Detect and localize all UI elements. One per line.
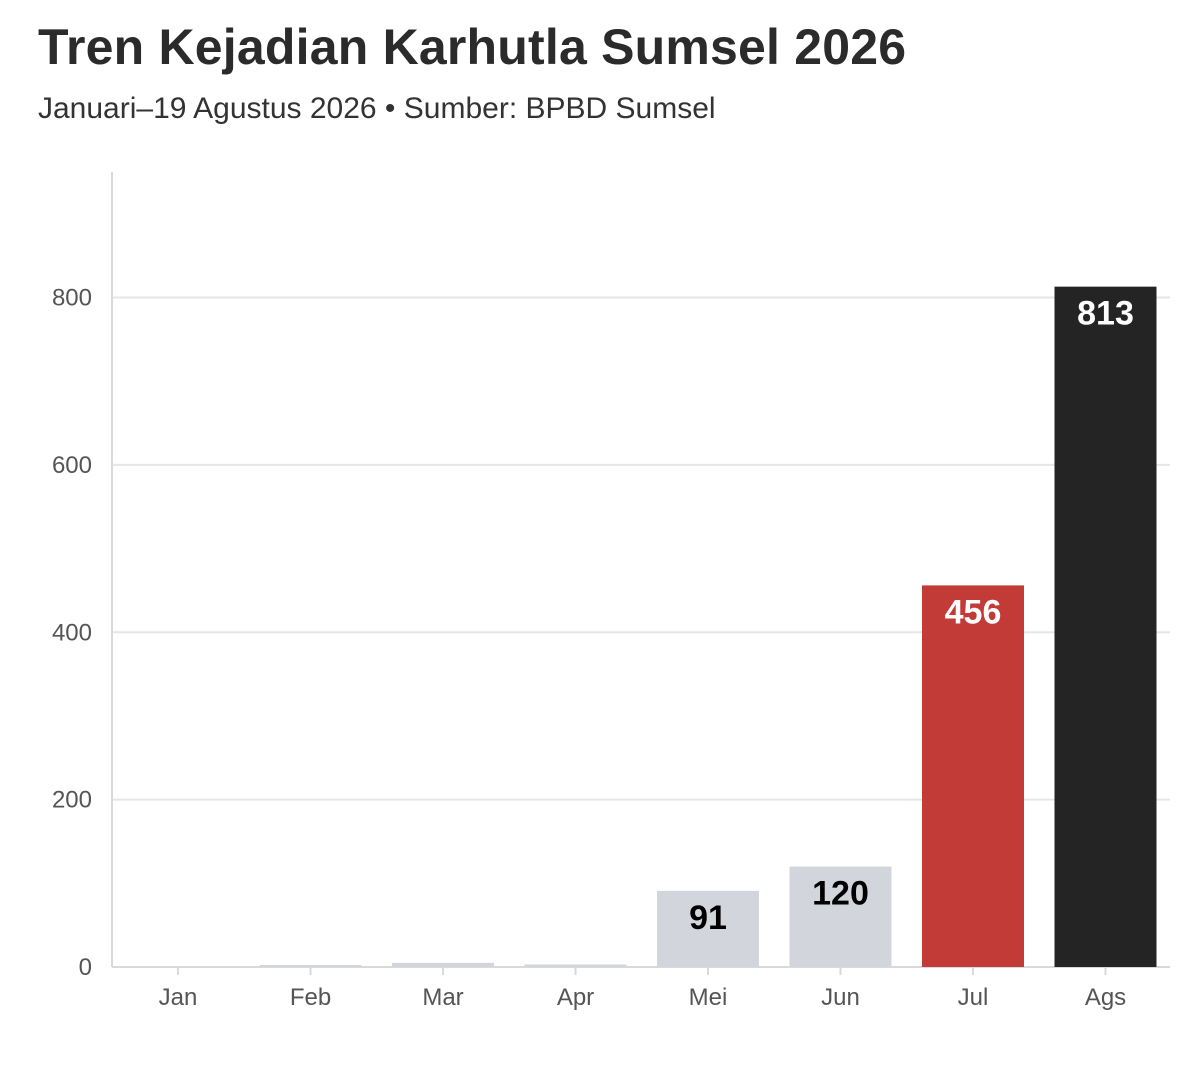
x-tick-label-jan: Jan — [159, 984, 198, 1011]
chart-subtitle: Januari–19 Agustus 2026 • Sumber: BPBD S… — [38, 92, 716, 125]
bar-apr — [524, 964, 627, 967]
data-labels: 91 120 456 813 — [689, 295, 1134, 937]
bar-jun — [789, 866, 892, 967]
data-label-jul: 456 — [945, 593, 1002, 631]
y-tick-label-800: 800 — [52, 285, 92, 312]
bar-jul — [922, 585, 1024, 967]
x-tick-label-feb: Feb — [290, 984, 331, 1011]
tick-labels: 0 200 400 600 800 Jan Feb Mar Apr Mei Jun Jul Ags — [52, 285, 1126, 1011]
bars — [259, 286, 1157, 968]
x-tick-label-apr: Apr — [557, 984, 594, 1011]
bar-ags — [1054, 286, 1157, 968]
bar-feb — [259, 965, 362, 967]
y-tick-label-200: 200 — [52, 787, 92, 814]
y-tick-label-0: 0 — [79, 954, 92, 981]
y-tick-label-400: 400 — [52, 619, 92, 646]
x-tick-label-mar: Mar — [422, 984, 463, 1011]
y-tick-label-600: 600 — [52, 452, 92, 479]
data-label-ags: 813 — [1077, 295, 1134, 333]
x-tick-label-ags: Ags — [1085, 984, 1126, 1011]
data-label-jun: 120 — [812, 875, 869, 913]
bar-mar — [392, 962, 494, 967]
x-tick-label-jul: Jul — [958, 984, 989, 1011]
bar-mei — [657, 890, 759, 967]
x-tick-label-mei: Mei — [689, 984, 728, 1011]
x-tick-label-jun: Jun — [821, 984, 860, 1011]
data-label-mei: 91 — [689, 899, 727, 937]
chart-title: Tren Kejadian Karhutla Sumsel 2026 — [38, 19, 907, 75]
